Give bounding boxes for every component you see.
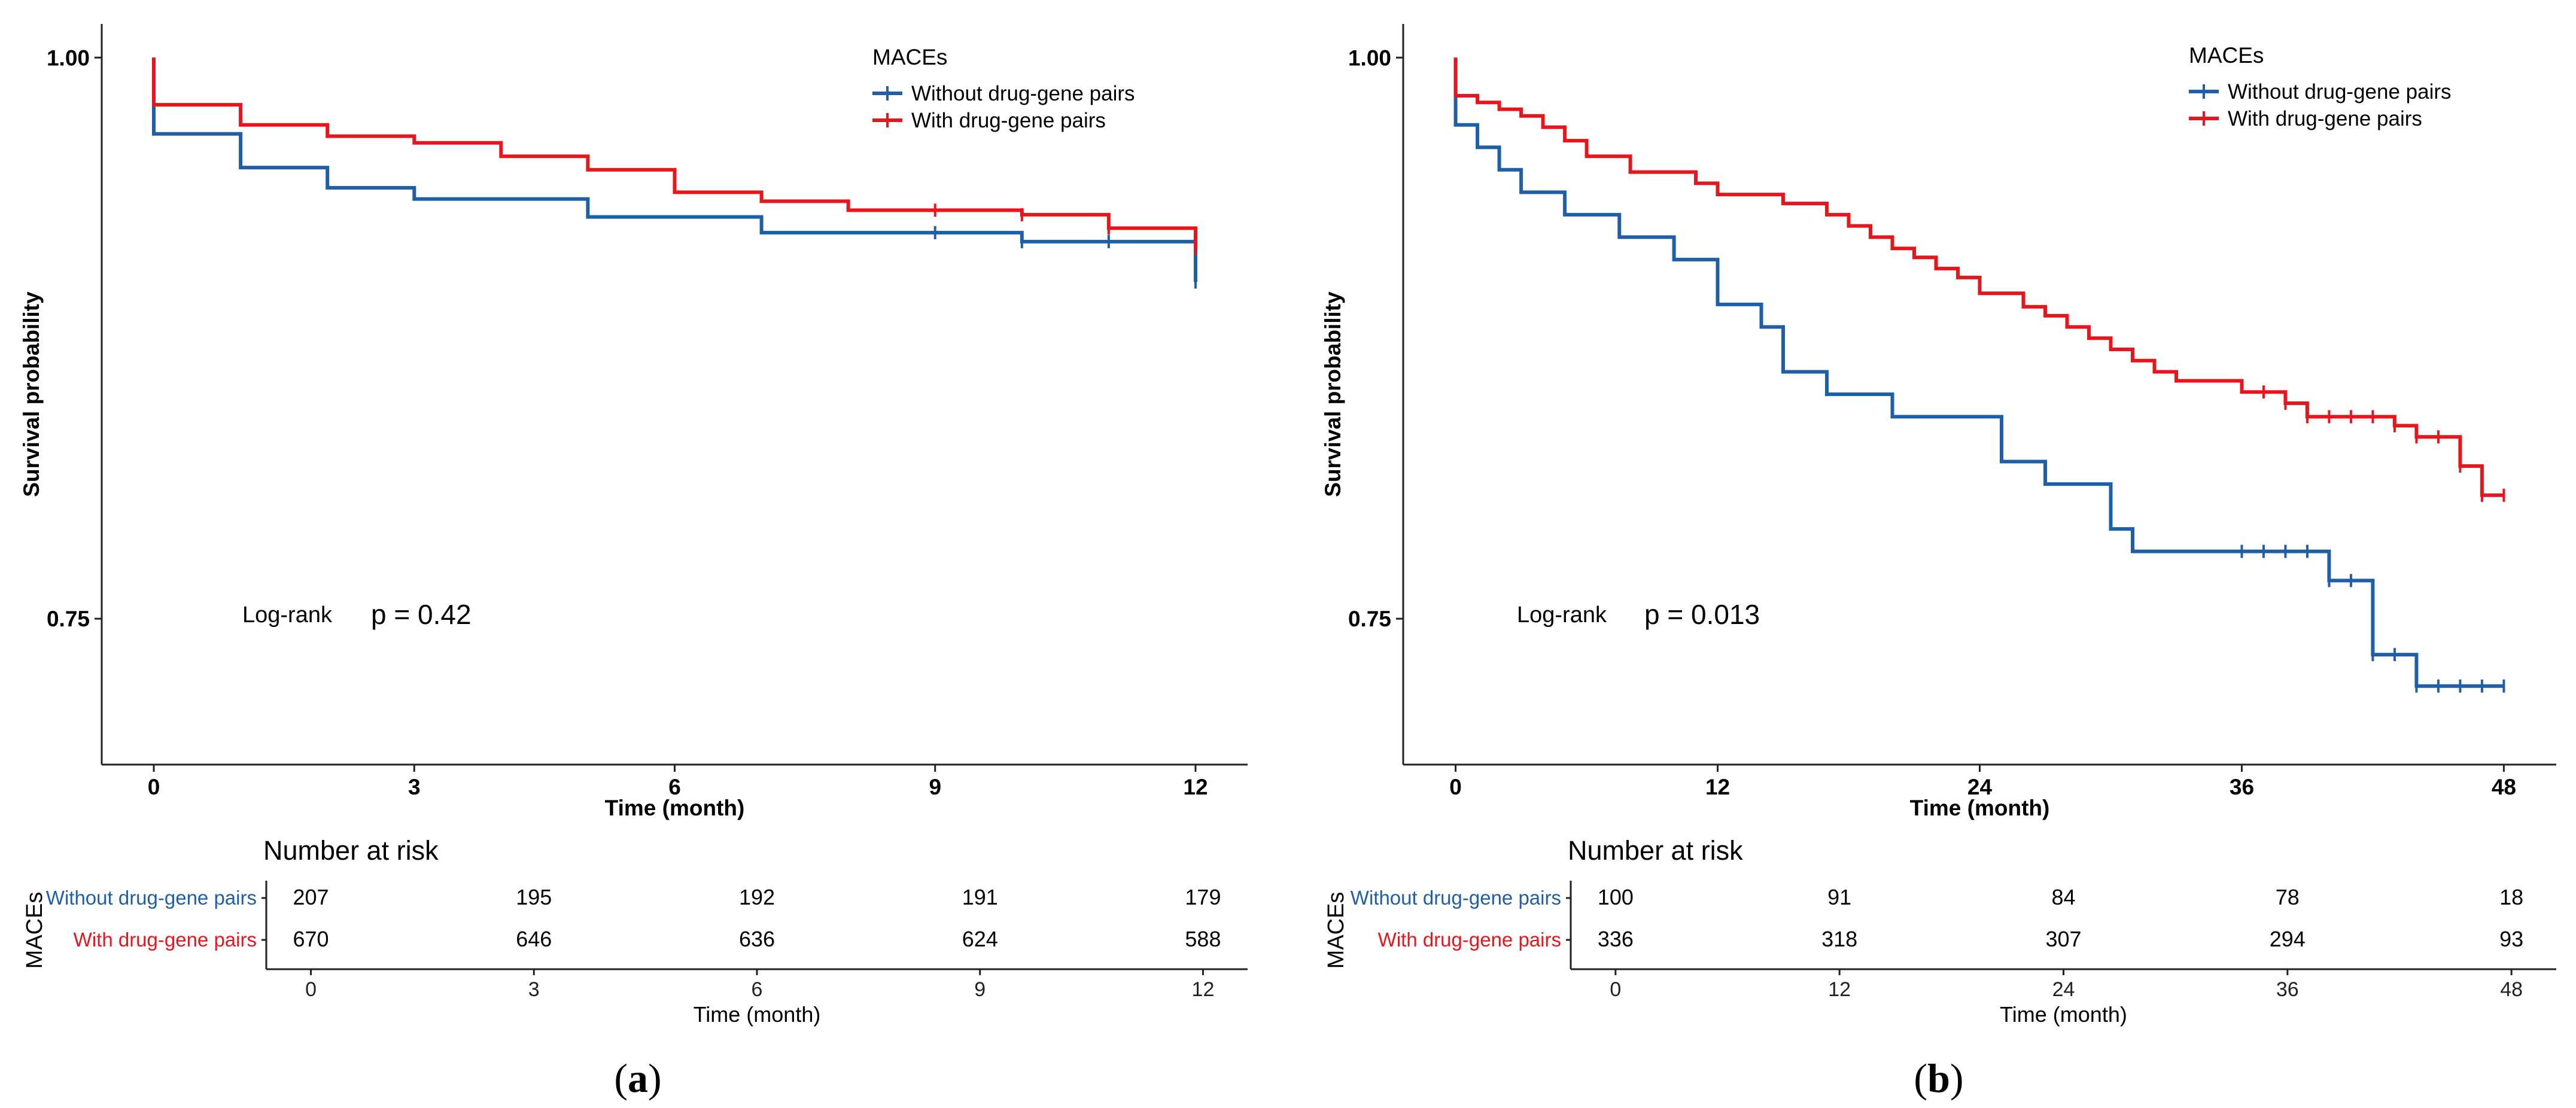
- logrank-label: Log-rank: [242, 602, 333, 628]
- x-axis-label: Time (month): [1910, 796, 2050, 820]
- risk-value: 100: [1598, 885, 1634, 909]
- legend-entry: Without drug-gene pairs: [911, 82, 1135, 105]
- risk-x-tick-label: 48: [2500, 978, 2523, 1001]
- risk-value: 191: [962, 885, 998, 909]
- y-tick-label: 1.00: [1348, 45, 1391, 70]
- panel-label: (a): [614, 1055, 661, 1101]
- panel-paren-open: (: [614, 1055, 628, 1101]
- risk-value: 336: [1598, 927, 1634, 951]
- x-tick-label: 9: [929, 775, 941, 799]
- series-1: [1453, 57, 2505, 502]
- x-tick-label: 12: [1183, 775, 1208, 799]
- survival-curve: [152, 57, 1197, 249]
- legend-title: MACEs: [2189, 43, 2264, 68]
- y-tick-label: 1.00: [47, 45, 90, 70]
- risk-table: Number at risk Without drug-gene pairs 207…: [22, 835, 1248, 1027]
- p-value: p = 0.013: [1644, 599, 1760, 630]
- risk-x-tick-label: 9: [974, 978, 986, 1001]
- risk-table: Number at risk Without drug-gene pairs 100…: [1324, 835, 2556, 1027]
- risk-value: 588: [1185, 927, 1221, 951]
- risk-x-tick-label: 12: [1192, 978, 1215, 1001]
- risk-value: 307: [2045, 927, 2081, 951]
- y-tick-label: 0.75: [47, 607, 90, 631]
- x-tick-label: 48: [2492, 775, 2516, 799]
- risk-value: 18: [2499, 885, 2523, 909]
- risk-x-tick-label: 3: [528, 978, 540, 1001]
- risk-value: 91: [1827, 885, 1851, 909]
- legend-entry: With drug-gene pairs: [2228, 107, 2422, 130]
- risk-value: 318: [1821, 927, 1857, 951]
- x-axis-label: Time (month): [605, 796, 745, 820]
- panel-b: 0.75 1.00 0 12 24 36 48 Time (month) Survival pr…: [1321, 24, 2556, 1101]
- x-tick-label: 6: [668, 775, 681, 799]
- risk-value: 636: [739, 927, 775, 951]
- risk-value: 670: [293, 927, 329, 951]
- risk-value: 624: [962, 927, 998, 951]
- x-tick-label: 24: [1967, 775, 1993, 799]
- legend-entry: With drug-gene pairs: [911, 109, 1106, 132]
- risk-x-tick-label: 0: [1610, 978, 1621, 1001]
- risk-table-title: Number at risk: [1568, 835, 1743, 866]
- risk-value: 195: [516, 885, 552, 909]
- legend-entry: Without drug-gene pairs: [2228, 80, 2452, 104]
- series-0: [152, 57, 1197, 289]
- legend-title: MACEs: [872, 45, 947, 69]
- risk-value: 93: [2499, 927, 2523, 951]
- risk-value: 294: [2270, 927, 2306, 951]
- logrank-label: Log-rank: [1517, 602, 1607, 628]
- y-axis-label: Survival probability: [19, 291, 44, 497]
- risk-x-tick-label: 6: [752, 978, 763, 1001]
- legend: MACEs Without drug-gene pairs With drug-ge…: [2189, 43, 2452, 130]
- x-tick-label: 36: [2230, 775, 2254, 799]
- panel-paren-open: (: [1914, 1055, 1927, 1101]
- risk-row-label: With drug-gene pairs: [74, 929, 257, 951]
- risk-x-tick-label: 0: [305, 978, 317, 1001]
- panel-label: (b): [1914, 1055, 1963, 1101]
- panel-a: 0.75 1.00 0 3 6 9 12 Time (month) Survival proba…: [19, 24, 1248, 1101]
- risk-row-label: Without drug-gene pairs: [1351, 887, 1561, 909]
- risk-value: 646: [516, 927, 552, 951]
- risk-table-title: Number at risk: [263, 835, 439, 866]
- risk-group-label: MACEs: [22, 892, 47, 969]
- x-tick-label: 12: [1705, 775, 1730, 799]
- panel-paren-close: ): [648, 1055, 662, 1101]
- legend: MACEs Without drug-gene pairs With drug-ge…: [872, 45, 1135, 132]
- risk-group-label: MACEs: [1324, 892, 1349, 969]
- risk-x-axis-label: Time (month): [2000, 1002, 2127, 1027]
- p-value: p = 0.42: [371, 599, 472, 630]
- risk-value: 192: [739, 885, 775, 909]
- series-1: [152, 57, 1197, 255]
- risk-value: 179: [1185, 885, 1221, 909]
- survival-curve: [1453, 57, 2504, 688]
- risk-value: 207: [293, 885, 329, 909]
- x-tick-label: 0: [1449, 775, 1462, 799]
- risk-x-tick-label: 24: [2052, 978, 2075, 1001]
- risk-row-label: Without drug-gene pairs: [46, 887, 257, 909]
- risk-x-tick-label: 12: [1828, 978, 1851, 1001]
- risk-x-tick-label: 36: [2276, 978, 2299, 1001]
- risk-value: 84: [2051, 885, 2075, 909]
- risk-row-label: With drug-gene pairs: [1378, 929, 1561, 951]
- y-axis-label: Survival probability: [1321, 291, 1345, 497]
- x-tick-label: 3: [408, 775, 421, 799]
- risk-value: 78: [2276, 885, 2300, 909]
- series-0: [1453, 57, 2505, 693]
- x-tick-label: 0: [148, 775, 160, 799]
- panel-letter: a: [628, 1055, 648, 1101]
- risk-x-axis-label: Time (month): [694, 1002, 821, 1027]
- y-tick-label: 0.75: [1348, 607, 1391, 631]
- panel-letter: b: [1927, 1055, 1950, 1101]
- panel-paren-close: ): [1950, 1055, 1964, 1101]
